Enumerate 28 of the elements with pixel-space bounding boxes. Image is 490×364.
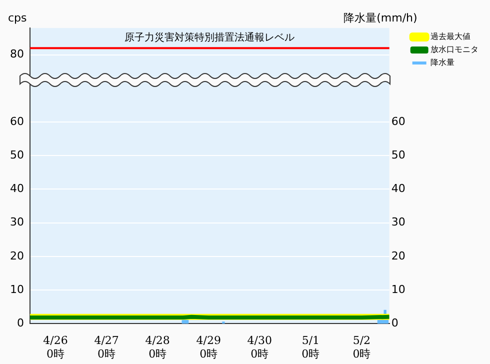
- y2-tick-label: 30: [391, 216, 406, 229]
- legend-label: 過去最大値: [430, 32, 470, 42]
- y2-tick-label: 60: [391, 114, 406, 128]
- y2-tick-label: 20: [391, 249, 406, 262]
- y-tick-label: 50: [10, 148, 24, 162]
- y-tick-label: 0: [16, 316, 24, 330]
- y-tick-label: 20: [10, 249, 24, 262]
- x-tick-label: 4/26 0時: [43, 334, 68, 360]
- y2-axis-title: 降水量(mm/h): [344, 11, 418, 24]
- y-tick-label: 80: [10, 48, 24, 61]
- x-tick-label: 4/27 0時: [94, 334, 119, 360]
- y-tick-label: 30: [10, 216, 24, 229]
- x-tick-label: 5/2 0時: [352, 334, 371, 360]
- x-tick-label: 4/28 0時: [145, 334, 170, 360]
- x-tick-label: 5/1 0時: [302, 334, 320, 360]
- y2-tick-label: 50: [391, 148, 406, 162]
- y-axis-title: cps: [8, 11, 28, 24]
- y2-tick-label: 40: [391, 182, 406, 196]
- y2-tick-label: 0: [391, 316, 398, 330]
- y-tick-label: 40: [10, 182, 24, 196]
- y-tick-label: 60: [10, 114, 24, 128]
- x-tick-label: 4/29 0時: [196, 334, 221, 360]
- ref-line-label: 原子力災害対策特別措置法通報レベル: [124, 32, 295, 44]
- x-tick-label: 4/30 0時: [247, 334, 272, 360]
- y-tick-label: 10: [10, 282, 24, 296]
- legend-label: 降水量: [430, 58, 454, 68]
- legend-label: 放水口モニタ: [430, 45, 478, 54]
- y2-tick-label: 10: [391, 282, 406, 296]
